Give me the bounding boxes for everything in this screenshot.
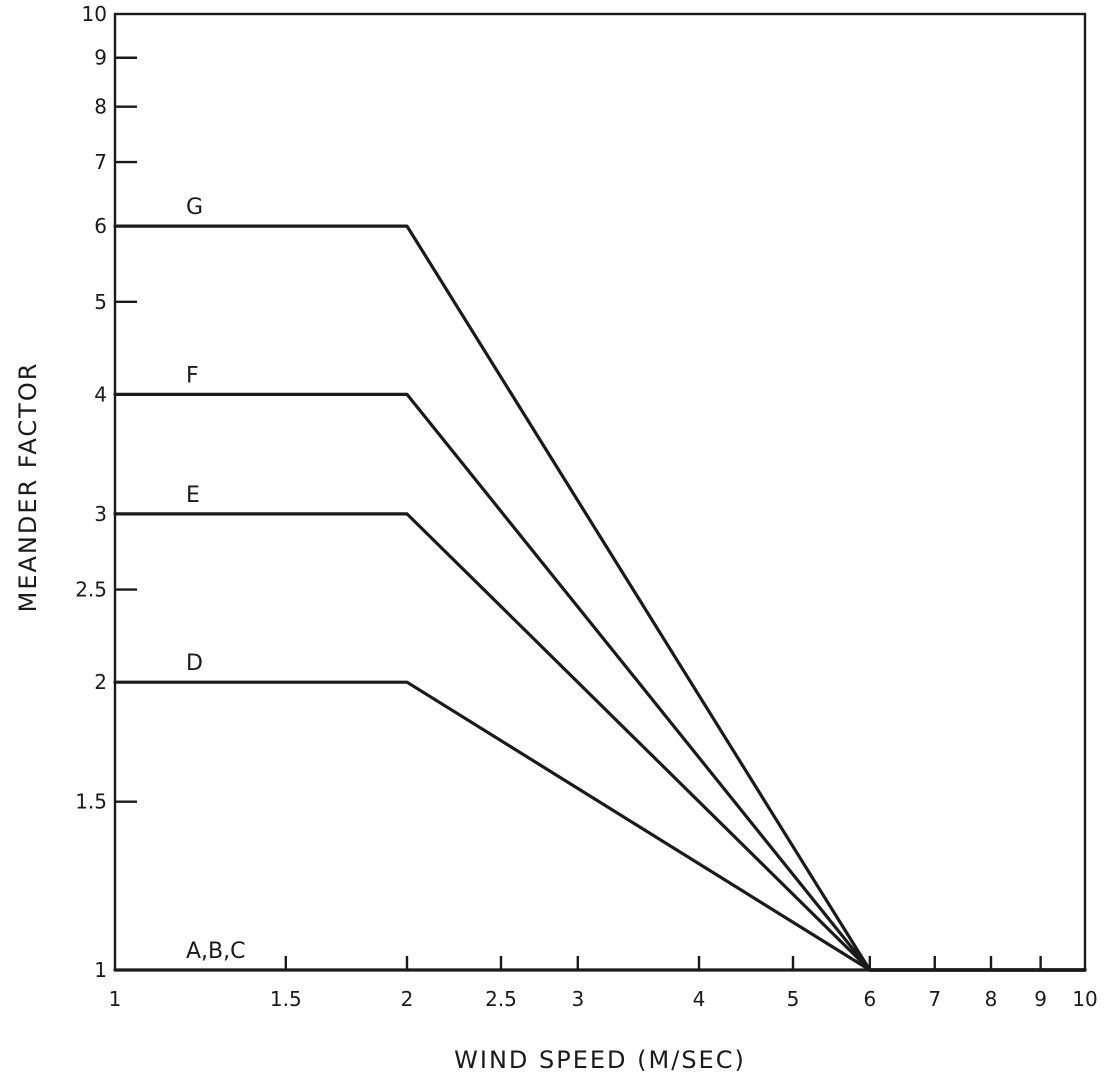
x-axis-ticks: 1 1.5 2 2.5 3 4 5 6 7 8 9 10 (109, 956, 1098, 1011)
x-tick-label: 8 (985, 987, 998, 1011)
x-tick-label: 1 (109, 987, 122, 1011)
y-tick-label: 6 (94, 214, 107, 238)
y-tick-label: 5 (94, 290, 107, 314)
x-tick-label: 7 (928, 987, 941, 1011)
y-tick-label: 2.5 (75, 578, 107, 602)
y-tick-label: 4 (94, 382, 107, 406)
x-tick-label: 5 (787, 987, 800, 1011)
series-line-g (113, 224, 1087, 972)
series-line-d (113, 680, 1087, 972)
x-tick-label: 2 (401, 987, 414, 1011)
series-lines (113, 224, 1087, 972)
x-tick-label: 2.5 (485, 987, 517, 1011)
y-tick-label: 2 (94, 670, 107, 694)
y-tick-label: 1 (94, 958, 107, 982)
y-tick-label: 1.5 (75, 790, 107, 814)
x-tick-label: 4 (693, 987, 706, 1011)
plot-frame (113, 12, 1087, 972)
y-tick-label: 9 (94, 46, 107, 70)
y-axis-ticks: 1 1.5 2 2.5 3 4 5 6 7 8 9 10 (75, 2, 137, 982)
x-axis-title: WIND SPEED (M/SEC) (454, 1046, 746, 1074)
y-axis-title: MEANDER FACTOR (14, 362, 42, 613)
series-label-g: G (186, 195, 203, 220)
x-tick-label: 6 (863, 987, 876, 1011)
y-tick-label: 3 (94, 502, 107, 526)
x-tick-label: 1.5 (270, 987, 302, 1011)
y-tick-label: 7 (94, 150, 107, 174)
series-label-e: E (186, 483, 200, 508)
series-label-a-b-c: A,B,C (186, 939, 246, 964)
x-tick-label: 3 (571, 987, 584, 1011)
series-label-f: F (186, 363, 199, 388)
series-line-e (113, 512, 1087, 972)
y-tick-label: 10 (82, 2, 107, 26)
series-labels: G F E D A,B,C (186, 195, 246, 964)
x-tick-label: 9 (1034, 987, 1047, 1011)
series-label-d: D (186, 651, 203, 676)
x-tick-label: 10 (1072, 987, 1097, 1011)
y-tick-label: 8 (94, 95, 107, 119)
